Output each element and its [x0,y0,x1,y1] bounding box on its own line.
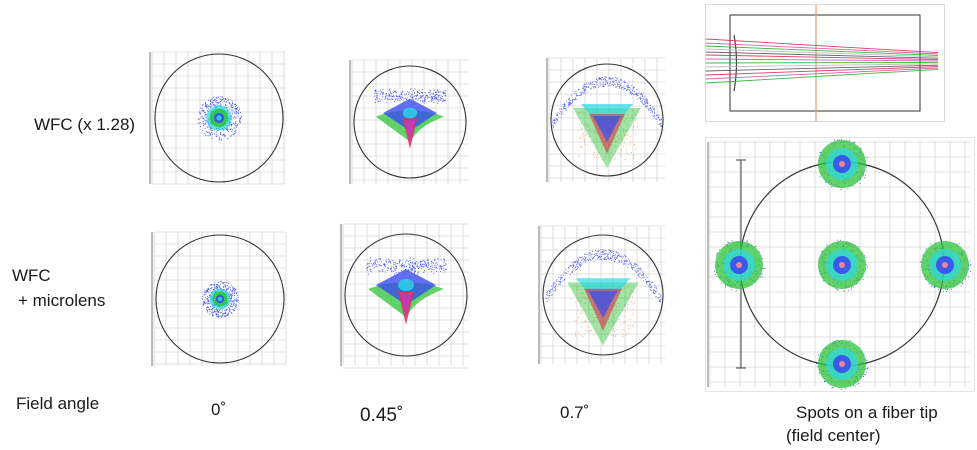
field-angle-label: Field angle [16,394,100,413]
spot-diagram [546,57,665,182]
fiber-spot [920,240,972,292]
ray-trace-panel [705,4,945,122]
grid-lines [153,231,287,366]
field-angle-045: 0.45˚ [360,405,404,426]
fiber-spot [714,240,766,292]
spot-microlens-045 [339,220,473,370]
airy-circle [155,234,285,364]
fiber-caption-line2: (field center) [786,426,881,445]
row-label-wfc-microlens-line1: WFC [12,266,51,285]
airy-circle [542,234,664,356]
spot-microlens-0 [150,228,290,370]
ray-trace-diagram [706,5,939,121]
field-angle-0: 0˚ [211,400,227,419]
spot-wfc-07 [545,54,669,186]
spot-points [374,88,447,149]
airy-circle [154,53,284,183]
spot-wfc-0 [148,48,290,188]
fiber-caption-line1: Spots on a fiber tip [796,403,938,422]
fiber-tip-panel [705,137,975,392]
field-angle-07: 0.7˚ [560,403,590,422]
spot-diagram [340,223,469,369]
spot-wfc-045 [348,56,472,188]
spot-points [202,280,239,318]
airy-circle [344,233,468,357]
spot-diagram [151,231,287,366]
fiber-spot [818,138,868,191]
airy-circle [550,63,664,177]
fiber-tip-diagram [707,138,972,390]
spot-points [545,249,662,346]
spot-points [197,96,242,141]
ray-bundle [706,38,939,84]
spot-diagram [149,51,286,185]
airy-circle [353,65,467,179]
spot-diagram [538,225,665,364]
spot-diagram [349,59,468,184]
spot-microlens-07 [537,222,669,368]
fiber-spot [816,339,869,390]
fiber-spot [818,239,868,292]
row-label-wfc: WFC (x 1.28) [34,115,136,134]
spot-points [366,257,447,325]
spot-points [552,76,663,168]
row-label-wfc-microlens-line2: + microlens [18,291,106,310]
